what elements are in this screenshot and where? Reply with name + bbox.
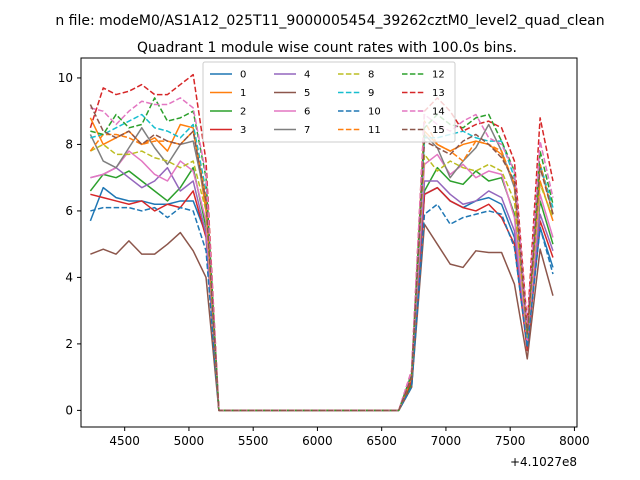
legend-label-0: 0: [240, 70, 246, 81]
series-line-1: [89, 117, 554, 412]
y-tick-label: 6: [65, 204, 73, 218]
y-tick-label: 4: [65, 270, 73, 284]
y-tick-label: 2: [65, 337, 73, 351]
legend-label-9: 9: [368, 88, 374, 99]
legend-label-15: 15: [432, 125, 445, 136]
y-tick-label: 10: [58, 71, 73, 85]
series-line-14: [90, 97, 554, 412]
series-line-8: [90, 143, 554, 412]
x-tick-label: 7500: [495, 434, 526, 448]
x-tick-label: 6000: [302, 434, 333, 448]
legend-label-10: 10: [368, 107, 381, 118]
legend-label-8: 8: [368, 70, 374, 81]
legend-label-3: 3: [240, 125, 246, 136]
x-tick-label: 5000: [174, 434, 205, 448]
legend-label-14: 14: [432, 107, 445, 118]
legend-label-6: 6: [304, 107, 310, 118]
x-tick-label: 6500: [366, 434, 397, 448]
legend-label-12: 12: [432, 70, 445, 81]
legend-label-11: 11: [368, 125, 381, 136]
figure-suptitle: n file: modeM0/AS1A12_025T11_9000005454_…: [55, 13, 604, 29]
series-layer: [89, 73, 554, 412]
legend-box: [202, 61, 456, 143]
legend-label-2: 2: [240, 107, 246, 118]
series-line-5: [90, 223, 554, 412]
series-line-9: [90, 113, 554, 412]
x-axis: 4500 5000 5500 6000 6500 7000 7500 8000: [109, 427, 590, 448]
legend-label-1: 1: [240, 88, 246, 99]
series-line-12: [90, 97, 554, 412]
y-tick-label: 0: [65, 403, 73, 417]
series-line-3: [90, 186, 554, 412]
x-offset-label: +4.1027e8: [510, 455, 577, 469]
legend-label-13: 13: [432, 88, 445, 99]
series-line-10: [90, 203, 554, 412]
legend-label-5: 5: [304, 88, 310, 99]
plot-frame: [80, 57, 578, 428]
chart-title: Quadrant 1 module wise count rates with …: [137, 40, 517, 56]
legend-label-7: 7: [304, 125, 310, 136]
series-line-15: [89, 104, 554, 412]
y-axis: 0 2 4 6 8 10: [58, 71, 81, 417]
x-tick-label: 4500: [109, 434, 140, 448]
x-tick-label: 5500: [238, 434, 269, 448]
series-line-11: [89, 120, 554, 412]
series-line-0: [89, 186, 554, 412]
y-tick-label: 8: [65, 137, 73, 151]
x-tick-label: 7000: [431, 434, 462, 448]
x-tick-label: 8000: [559, 434, 590, 448]
legend-label-4: 4: [304, 70, 310, 81]
series-line-6: [90, 150, 554, 412]
